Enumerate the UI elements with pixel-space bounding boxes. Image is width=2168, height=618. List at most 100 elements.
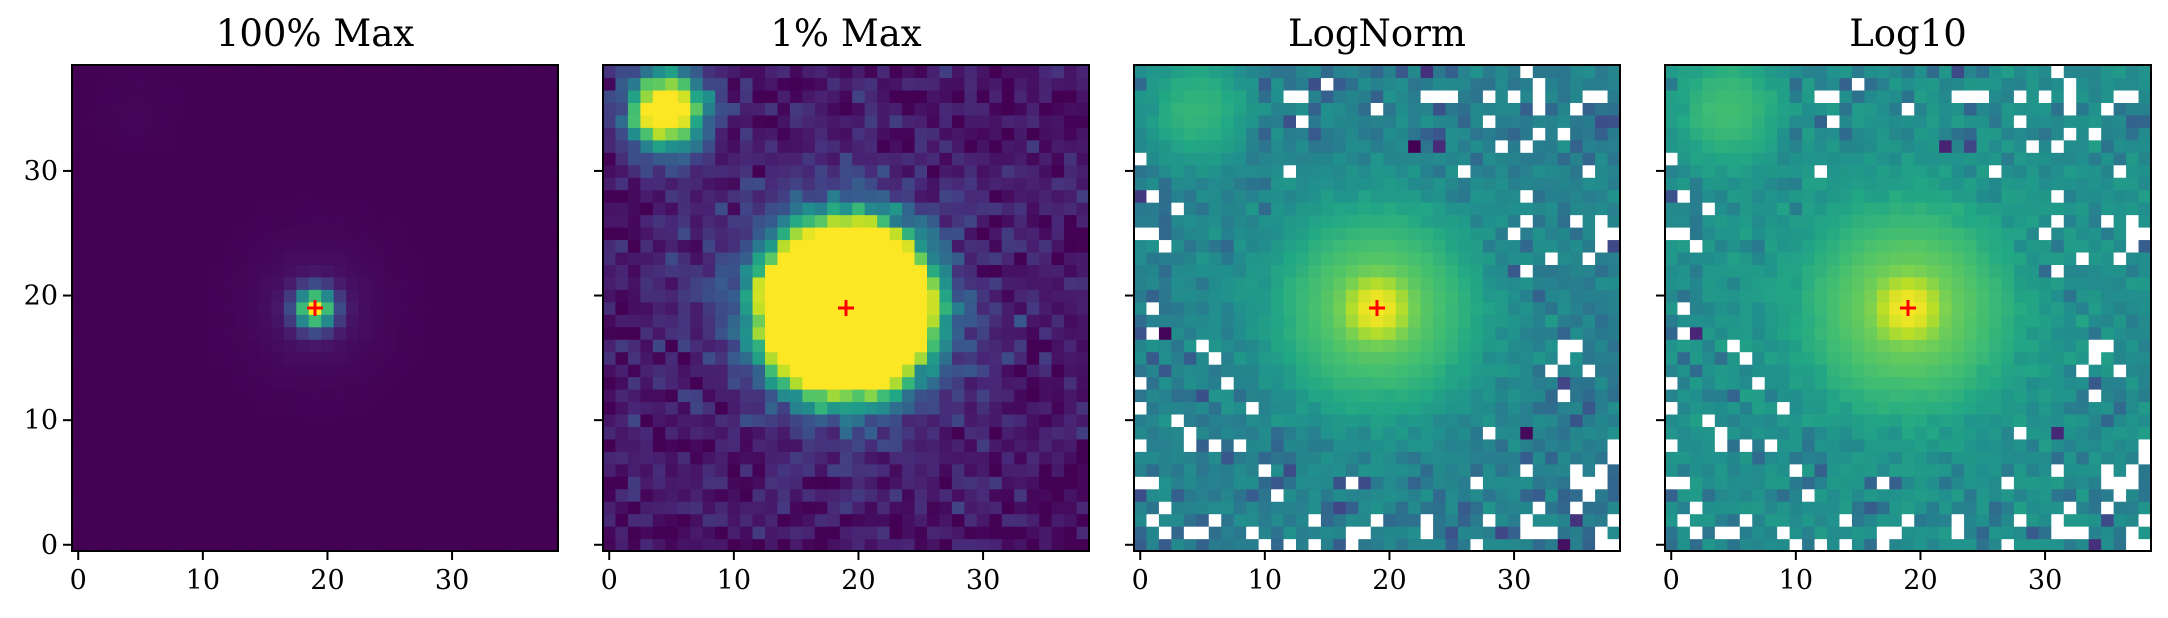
heatmap-cell <box>740 438 754 452</box>
heatmap-cell <box>1470 339 1484 353</box>
heatmap-cell <box>271 202 285 216</box>
heatmap-cell <box>839 152 853 166</box>
heatmap-cell <box>495 301 509 315</box>
heatmap-cell <box>1495 239 1509 253</box>
heatmap-cell <box>1458 177 1472 191</box>
heatmap-cell <box>1064 389 1078 403</box>
heatmap-cell <box>1333 239 1347 253</box>
heatmap-cell <box>1014 89 1028 103</box>
heatmap-cell <box>1445 139 1459 153</box>
heatmap-cell <box>976 289 990 303</box>
heatmap-cell <box>333 314 347 328</box>
heatmap-cell <box>752 451 766 465</box>
heatmap-cell <box>1370 276 1384 290</box>
heatmap-cell <box>1320 451 1334 465</box>
heatmap-cell <box>789 114 803 128</box>
heatmap-cell <box>1064 351 1078 365</box>
heatmap-cell <box>246 189 260 203</box>
heatmap-cell <box>1333 152 1347 166</box>
heatmap-cell <box>271 376 285 390</box>
heatmap-cell <box>690 351 704 365</box>
heatmap-cell <box>1802 538 1816 552</box>
heatmap-cell <box>665 413 679 427</box>
heatmap-cell <box>483 513 497 527</box>
heatmap-cell <box>652 538 666 552</box>
heatmap-cell <box>1296 89 1310 103</box>
heatmap-cell <box>458 202 472 216</box>
heatmap-cell <box>296 538 310 552</box>
heatmap-cell <box>852 301 866 315</box>
heatmap-cell <box>396 202 410 216</box>
heatmap-cell <box>989 264 1003 278</box>
heatmap-cell <box>1408 364 1422 378</box>
heatmap-cell <box>1482 202 1496 216</box>
heatmap-cell <box>1607 463 1621 477</box>
heatmap-cell <box>1864 476 1878 490</box>
heatmap-cell <box>1482 413 1496 427</box>
heatmap-cell <box>939 351 953 365</box>
heatmap-cell <box>1507 227 1521 241</box>
heatmap-cell <box>1383 202 1397 216</box>
heatmap-cell <box>1714 463 1728 477</box>
heatmap-cell <box>533 77 547 91</box>
heatmap-cell <box>665 339 679 353</box>
heatmap-cell <box>789 538 803 552</box>
heatmap-cell <box>1458 426 1472 440</box>
heatmap-cell <box>1926 538 1940 552</box>
heatmap-cell <box>433 77 447 91</box>
heatmap-cell <box>1051 401 1065 415</box>
heatmap-cell <box>1989 488 2003 502</box>
heatmap-cell <box>458 314 472 328</box>
heatmap-cell <box>1607 476 1621 490</box>
heatmap-cell <box>777 89 791 103</box>
heatmap-cell <box>690 451 704 465</box>
heatmap-cell <box>1051 239 1065 253</box>
heatmap-cell <box>445 463 459 477</box>
heatmap-cell <box>1183 239 1197 253</box>
heatmap-cell <box>109 426 123 440</box>
heatmap-cell <box>234 513 248 527</box>
heatmap-cell <box>1433 451 1447 465</box>
heatmap-cell <box>1545 251 1559 265</box>
heatmap-cell <box>603 538 617 552</box>
heatmap-cell <box>1039 451 1053 465</box>
heatmap-cell <box>1320 389 1334 403</box>
heatmap-cell <box>1383 152 1397 166</box>
heatmap-cell <box>308 189 322 203</box>
heatmap-cell <box>458 513 472 527</box>
heatmap-cell <box>1445 351 1459 365</box>
heatmap-cell <box>308 202 322 216</box>
heatmap-cell <box>171 301 185 315</box>
heatmap-cell <box>296 152 310 166</box>
heatmap-cell <box>283 463 297 477</box>
heatmap-cell <box>1408 65 1422 79</box>
heatmap-cell <box>1557 476 1571 490</box>
heatmap-cell <box>495 413 509 427</box>
heatmap-cell <box>296 351 310 365</box>
heatmap-cell <box>1582 189 1596 203</box>
heatmap-cell <box>1582 376 1596 390</box>
heatmap-cell <box>603 526 617 540</box>
heatmap-cell <box>1802 463 1816 477</box>
heatmap-cell <box>184 426 198 440</box>
heatmap-cell <box>520 289 534 303</box>
heatmap-cell <box>196 264 210 278</box>
heatmap-cell <box>1976 488 1990 502</box>
heatmap-cell <box>221 339 235 353</box>
heatmap-cell <box>1320 276 1334 290</box>
heatmap-cell <box>508 351 522 365</box>
heatmap-cell <box>1146 114 1160 128</box>
heatmap-cell <box>752 526 766 540</box>
heatmap-cell <box>1827 501 1841 515</box>
heatmap-cell <box>802 513 816 527</box>
heatmap-cell <box>1308 389 1322 403</box>
heatmap-cell <box>72 389 86 403</box>
heatmap-cell <box>1727 488 1741 502</box>
heatmap-cell <box>1026 513 1040 527</box>
heatmap-cell <box>1557 276 1571 290</box>
heatmap-cell <box>1507 339 1521 353</box>
heatmap-cell <box>802 202 816 216</box>
heatmap-cell <box>964 526 978 540</box>
heatmap-cell <box>196 301 210 315</box>
